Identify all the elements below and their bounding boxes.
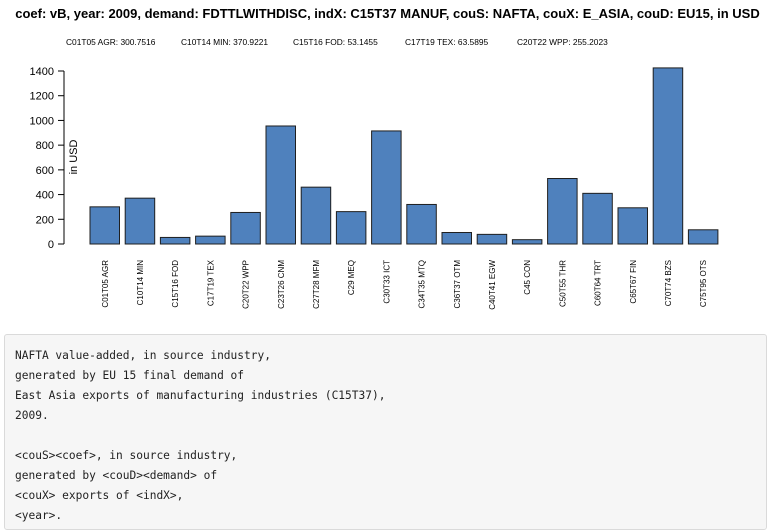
y-tick-label: 800 (36, 140, 54, 152)
x-tick-label: C34T35 MTQ (418, 260, 427, 308)
annotation-label: C15T16 FOD: 53.1455 (293, 37, 378, 47)
text-line: <couS><coef>, in source industry, (15, 449, 238, 462)
x-tick-label: C30T33 ICT (382, 260, 391, 304)
bar (300, 186, 332, 245)
bar (230, 211, 261, 245)
description-text-block: NAFTA value-added, in source industry, g… (4, 334, 767, 530)
text-line: 2009. (15, 409, 49, 422)
x-tick-label: C29 MEQ (347, 260, 356, 295)
y-axis-label: in USD (68, 140, 80, 175)
bar (687, 229, 719, 245)
text-line: <couX> exports of <indX>, (15, 489, 184, 502)
annotation-label: C01T05 AGR: 300.7516 (66, 37, 156, 47)
bar (89, 206, 120, 245)
y-tick-label: 400 (36, 190, 54, 202)
text-line: generated by <couD><demand> of (15, 469, 218, 482)
x-tick-label: C01T05 AGR (101, 260, 110, 308)
y-tick-label: 0 (48, 239, 54, 251)
y-tick-label: 600 (36, 165, 54, 177)
x-tick-label: C36T37 OTM (453, 260, 462, 309)
x-tick-label: C17T19 TEX (206, 259, 215, 306)
x-tick-label: C15T16 FOD (171, 260, 180, 308)
text-line: East Asia exports of manufacturing indus… (15, 389, 386, 402)
x-tick-label: C50T55 THR (558, 260, 567, 307)
bar (617, 207, 648, 245)
x-tick-label: C23T26 CNM (277, 260, 286, 309)
bar (441, 232, 472, 245)
y-tick-label: 1200 (30, 91, 54, 103)
bar-chart: coef: vB, year: 2009, demand: FDTTLWITHD… (15, 6, 760, 310)
bar (371, 130, 402, 245)
x-tick-label: C65T67 FIN (629, 260, 638, 304)
text-line: generated by EU 15 final demand of (15, 369, 245, 382)
annotation-label: C20T22 WPP: 255.2023 (517, 37, 608, 47)
bar (124, 197, 156, 245)
x-tick-label: C75T95 OTS (699, 260, 708, 307)
bar (582, 192, 613, 245)
y-tick-label: 1400 (30, 66, 54, 78)
x-tick-label: C20T22 WPP (242, 260, 251, 309)
text-line: <year>. (15, 509, 63, 522)
text-line: NAFTA value-added, in source industry, (15, 349, 271, 362)
text-line (15, 426, 756, 446)
y-tick-label: 1000 (30, 115, 54, 127)
x-tick-label: C60T64 TRT (594, 260, 603, 306)
bar (195, 235, 226, 245)
bar (265, 125, 296, 245)
chart-title: coef: vB, year: 2009, demand: FDTTLWITHD… (15, 6, 760, 21)
x-tick-label: C45 CON (523, 260, 532, 295)
bar (511, 239, 543, 245)
x-tick-label: C40T41 EGW (488, 260, 497, 310)
x-tick-label: C27T28 MFM (312, 260, 321, 309)
bar (406, 203, 437, 245)
bar (476, 233, 508, 245)
x-tick-label: C10T14 MIN (136, 260, 145, 306)
annotation-label: C17T19 TEX: 63.5895 (405, 37, 489, 47)
bar (335, 211, 367, 245)
bar (652, 67, 684, 245)
bar (547, 178, 578, 245)
chart-svg: C01T05 AGR: 300.7516 C10T14 MIN: 370.9221… (30, 37, 719, 310)
x-tick-label: C70T74 BZS (664, 260, 673, 306)
annotation-label: C10T14 MIN: 370.9221 (181, 37, 268, 47)
bar (159, 236, 191, 245)
y-tick-label: 200 (36, 214, 54, 226)
